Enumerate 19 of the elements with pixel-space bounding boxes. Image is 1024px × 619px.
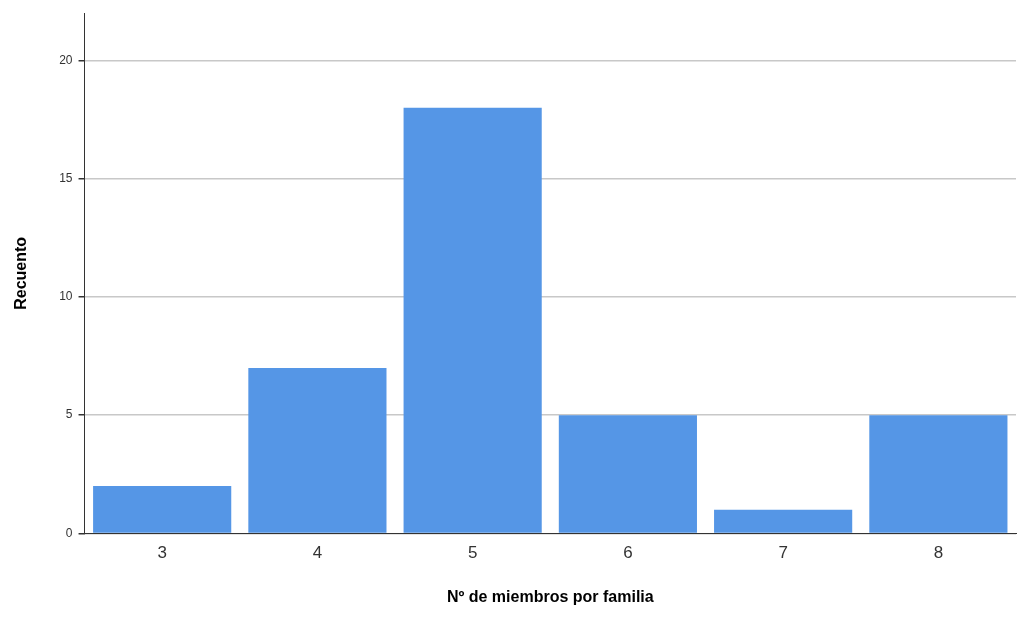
bar bbox=[248, 367, 387, 533]
y-tick-label: 10 bbox=[59, 289, 73, 304]
x-tick-label: 7 bbox=[778, 543, 788, 563]
y-tick-label: 0 bbox=[65, 525, 73, 540]
bar bbox=[714, 509, 853, 533]
x-tick-label: 5 bbox=[467, 543, 478, 563]
bar bbox=[93, 486, 232, 533]
bar bbox=[403, 107, 542, 533]
y-axis-title: Recuento bbox=[12, 236, 30, 310]
x-tick-label: 4 bbox=[312, 543, 323, 563]
bar bbox=[869, 415, 1008, 533]
y-tick-label: 15 bbox=[59, 171, 73, 186]
y-tick-label: 20 bbox=[59, 52, 73, 67]
bar bbox=[558, 415, 697, 533]
y-tick-label: 5 bbox=[65, 407, 73, 422]
x-tick-label: 6 bbox=[623, 543, 633, 563]
x-tick-label: 8 bbox=[933, 543, 944, 563]
x-axis-title: Nº de miembros por familia bbox=[446, 587, 654, 605]
x-tick-label: 3 bbox=[157, 543, 167, 563]
